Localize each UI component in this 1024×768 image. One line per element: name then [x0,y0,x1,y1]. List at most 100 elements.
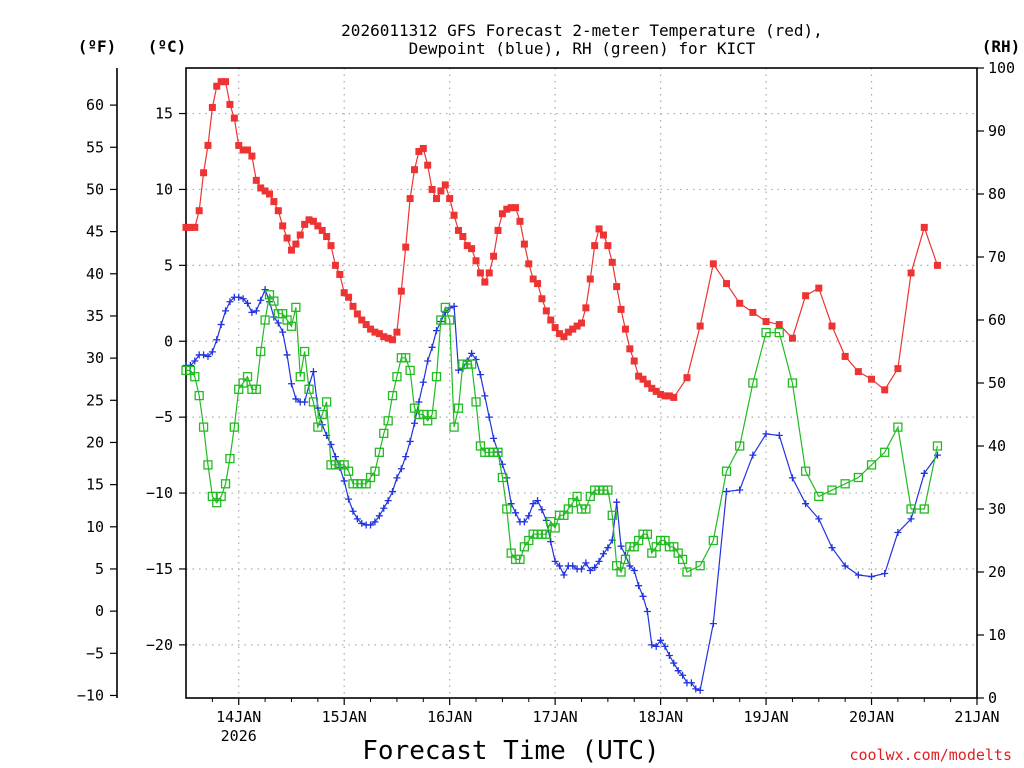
dewpoint-point [490,434,498,442]
temperature-point [868,375,876,383]
relative-humidity-point [800,466,811,476]
temperature-point [854,368,862,376]
fahrenheit-tick-label: −10 [77,686,104,704]
fahrenheit-tick-label: 45 [86,223,104,241]
relative-humidity-point [515,554,525,565]
dewpoint-point [679,671,687,679]
dewpoint-point [665,651,673,659]
relative-humidity-point [774,327,784,338]
x-tick-label: 18JAN [638,708,683,726]
relative-humidity-point [440,302,450,313]
temperature-point [476,269,484,277]
temperature-point [485,269,493,277]
temperature-point [635,372,643,380]
rh-tick-label: 60 [988,311,1006,329]
dewpoint-point [854,571,862,579]
dewpoint-point [762,430,770,438]
relative-humidity-point [269,296,279,306]
x-tick-label: 20JAN [849,708,894,726]
relative-humidity-point [449,422,459,432]
temperature-point [507,204,515,212]
dewpoint-point [604,544,612,552]
relative-humidity-point [260,315,270,325]
temperature-point [591,242,599,250]
temperature-point [384,334,392,342]
dewpoint-point [217,321,225,329]
dewpoint-point [648,641,656,649]
temperature-point [599,231,607,239]
dewpoint-point [547,538,555,546]
relative-humidity-point [379,428,389,439]
temperature-point [696,322,704,330]
relative-humidity-point [299,346,310,357]
temperature-point [490,252,498,260]
temperature-point [709,260,717,268]
dewpoint-point [560,571,568,579]
temperature-point [208,103,216,111]
relative-humidity-point [374,447,385,457]
dewpoint-point [788,474,796,482]
fahrenheit-tick-label: 35 [86,307,104,325]
fahrenheit-tick-label: 30 [86,349,104,367]
temperature-point [389,336,397,344]
x-tick-label: 21JAN [954,708,999,726]
temperature-point [327,242,335,250]
dewpoint-point [476,371,484,379]
dewpoint-point [428,343,436,351]
credit-link[interactable]: coolwx.com/modelts [849,746,1012,764]
dewpoint-point [630,566,638,574]
relative-humidity-point [387,390,398,401]
temperature-point [380,333,388,341]
temperature-point [213,82,221,90]
relative-humidity-point [919,504,929,514]
dewpoint-point [635,582,643,590]
temperature-point [182,223,190,231]
relative-humidity-point [401,353,411,363]
temperature-point [204,141,212,149]
temperature-point [411,166,419,174]
temperature-point [261,187,269,195]
relative-humidity-point [682,567,692,577]
temperature-point [621,325,629,333]
dewpoint-point [340,477,348,485]
temperature-point [397,287,405,295]
dewpoint-point [419,378,427,386]
relative-humidity-point [677,554,688,565]
relative-humidity-point [220,479,231,489]
temperature-point [459,233,467,241]
relative-humidity-point [735,441,745,451]
temperature-point [415,147,423,155]
temperature-point [639,375,647,383]
temperature-point [494,226,502,234]
dewpoint-point [709,620,717,628]
fahrenheit-tick-label: 50 [86,180,104,198]
temperature-point [358,316,366,324]
x-tick-label: 16JAN [427,708,472,726]
dewpoint-point [200,351,208,359]
temperature-point [613,283,621,291]
dewpoint-point [775,431,783,439]
rh-tick-label: 90 [988,122,1006,140]
temperature-point [815,284,823,292]
relative-humidity-point [471,397,481,407]
dewpoint-point [274,319,282,327]
relative-humidity-point [893,422,903,432]
celsius-tick-label: 10 [155,180,173,198]
dewpoint-point [204,352,212,360]
temperature-point [318,226,326,234]
celsius-tick-label: −20 [146,636,173,654]
relative-humidity-point [814,491,824,502]
relative-humidity-point [370,466,380,476]
temperature-point [538,295,546,303]
temperature-point [542,307,550,315]
temperature-point [450,211,458,219]
rh-tick-label: 0 [988,689,997,707]
rh-unit-label: (RH) [982,37,1021,56]
temperature-point [283,234,291,242]
dewpoint-point [358,519,366,527]
relative-humidity-point [431,372,442,382]
temperature-point [248,152,256,160]
dewpoint-point [841,562,849,570]
temperature-point [608,258,616,266]
